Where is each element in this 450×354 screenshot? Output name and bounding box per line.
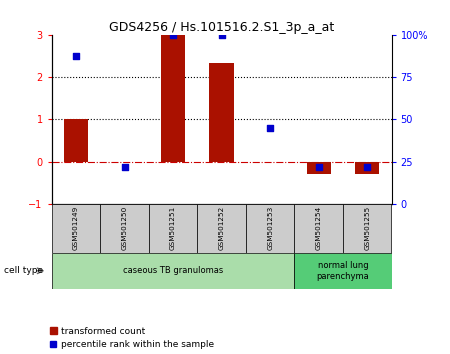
Bar xyxy=(198,204,246,253)
Text: GSM501254: GSM501254 xyxy=(316,206,322,251)
Text: GSM501253: GSM501253 xyxy=(267,206,273,251)
Bar xyxy=(64,119,88,161)
Bar xyxy=(294,253,392,289)
Bar xyxy=(343,204,392,253)
Point xyxy=(218,33,225,38)
Bar xyxy=(355,161,379,174)
Text: GSM501252: GSM501252 xyxy=(219,206,225,251)
Bar xyxy=(52,204,100,253)
Bar xyxy=(246,204,294,253)
Text: caseous TB granulomas: caseous TB granulomas xyxy=(123,266,223,275)
Point xyxy=(72,53,80,58)
Point xyxy=(266,125,274,131)
Bar xyxy=(258,161,282,162)
Point xyxy=(315,164,322,169)
Bar xyxy=(161,35,185,161)
Point xyxy=(364,164,371,169)
Bar xyxy=(294,204,343,253)
Bar xyxy=(100,204,149,253)
Text: GSM501255: GSM501255 xyxy=(364,206,370,251)
Text: GSM501251: GSM501251 xyxy=(170,206,176,251)
Point xyxy=(121,164,128,169)
Bar xyxy=(52,253,294,289)
Bar xyxy=(112,161,137,162)
Point xyxy=(170,33,177,38)
Text: normal lung
parenchyma: normal lung parenchyma xyxy=(317,261,369,280)
Title: GDS4256 / Hs.101516.2.S1_3p_a_at: GDS4256 / Hs.101516.2.S1_3p_a_at xyxy=(109,21,334,34)
Text: GSM501250: GSM501250 xyxy=(122,206,127,251)
Legend: transformed count, percentile rank within the sample: transformed count, percentile rank withi… xyxy=(50,327,214,349)
Bar xyxy=(210,63,234,161)
Bar xyxy=(306,161,331,174)
Text: cell type: cell type xyxy=(4,266,44,275)
Text: GSM501249: GSM501249 xyxy=(73,206,79,251)
Bar xyxy=(149,204,198,253)
